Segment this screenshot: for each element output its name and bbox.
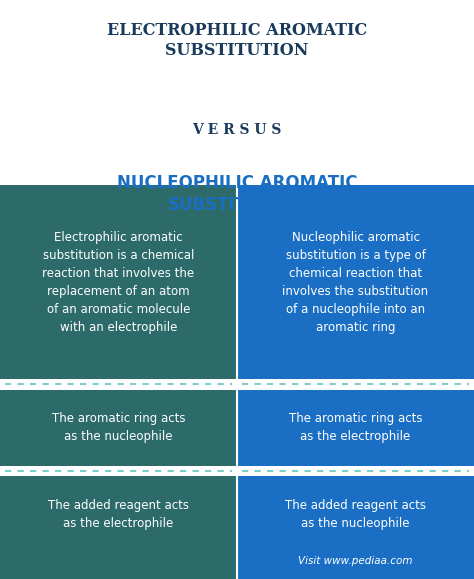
Bar xyxy=(237,390,474,466)
Text: The aromatic ring acts
as the electrophile: The aromatic ring acts as the electrophi… xyxy=(289,412,422,444)
Bar xyxy=(0,0,474,185)
Bar xyxy=(237,477,474,553)
Text: Visit www.pediaa.com: Visit www.pediaa.com xyxy=(298,556,413,566)
Text: Electrophilic aromatic
substitution is a chemical
reaction that involves the
rep: Electrophilic aromatic substitution is a… xyxy=(43,230,194,334)
Bar xyxy=(0,553,237,579)
Bar xyxy=(237,553,474,579)
Text: Nucleophilic aromatic
substitution is a type of
chemical reaction that
involves : Nucleophilic aromatic substitution is a … xyxy=(283,230,428,334)
Text: ELECTROPHILIC AROMATIC
SUBSTITUTION: ELECTROPHILIC AROMATIC SUBSTITUTION xyxy=(107,21,367,60)
Text: NUCLEOPHILIC AROMATIC
SUBSTITUTION: NUCLEOPHILIC AROMATIC SUBSTITUTION xyxy=(117,174,357,214)
Text: The added reagent acts
as the electrophile: The added reagent acts as the electrophi… xyxy=(48,499,189,530)
Bar xyxy=(237,185,474,379)
Bar xyxy=(0,185,237,379)
Text: V E R S U S: V E R S U S xyxy=(192,123,282,137)
Bar xyxy=(0,390,237,466)
Bar xyxy=(0,477,237,553)
Text: The aromatic ring acts
as the nucleophile: The aromatic ring acts as the nucleophil… xyxy=(52,412,185,444)
Text: The added reagent acts
as the nucleophile: The added reagent acts as the nucleophil… xyxy=(285,499,426,530)
